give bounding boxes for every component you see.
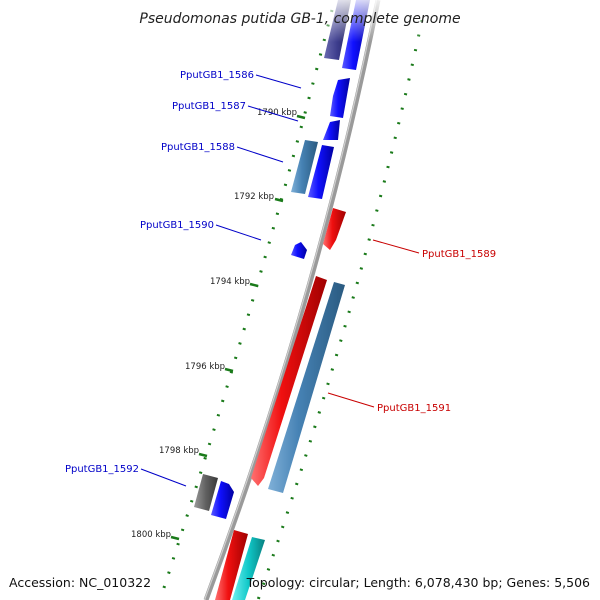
top-fade <box>250 0 450 42</box>
gene-PputGB1_1590[interactable] <box>291 242 307 259</box>
gene-PputGB1_1591[interactable] <box>268 282 345 493</box>
gene-leaders <box>140 74 420 487</box>
tick-mark-1798 <box>198 452 208 458</box>
tick-mark-1796 <box>224 367 234 373</box>
tick-mark-1800 <box>170 535 180 541</box>
leader-1592 <box>140 468 187 487</box>
kbp-ticks <box>170 114 306 541</box>
leader-1587 <box>247 105 299 122</box>
gene-cyan-bottom[interactable] <box>232 537 265 600</box>
gene-label-PputGB1_1591[interactable]: PputGB1_1591 <box>377 403 451 414</box>
leader-1590 <box>215 224 262 241</box>
tick-label-1800: 1800 kbp <box>131 530 171 540</box>
gene-PputGB1_1586[interactable] <box>330 78 350 118</box>
leader-1588 <box>236 146 284 163</box>
gene-label-PputGB1_1589[interactable]: PputGB1_1589 <box>422 249 496 260</box>
genome-backbone-highlight <box>203 0 378 600</box>
gene-label-PputGB1_1586[interactable]: PputGB1_1586 <box>180 70 254 81</box>
gene-label-PputGB1_1587[interactable]: PputGB1_1587 <box>172 101 246 112</box>
accession-text: Accession: NC_010322 <box>9 575 151 590</box>
gene-PputGB1_1591-red[interactable] <box>251 276 327 486</box>
tick-mark-1792 <box>274 197 284 203</box>
gene-PputGB1_1588b[interactable] <box>308 145 334 199</box>
gene-red-bottom[interactable] <box>215 530 248 600</box>
gene-PputGB1_1592[interactable] <box>194 474 218 511</box>
genome-backbone <box>203 0 381 600</box>
tick-label-1798: 1798 kbp <box>159 446 199 456</box>
tick-mark-1790 <box>296 114 306 120</box>
genome-summary-text: Topology: circular; Length: 6,078,430 bp… <box>246 575 590 590</box>
tick-label-1790: 1790 kbp <box>257 108 297 118</box>
gene-PputGB1_1592b[interactable] <box>211 481 234 519</box>
leader-1591 <box>327 392 375 408</box>
gene-label-PputGB1_1590[interactable]: PputGB1_1590 <box>140 220 214 231</box>
tick-label-1794: 1794 kbp <box>210 277 250 287</box>
gene-PputGB1_1588[interactable] <box>291 140 318 194</box>
leader-1589 <box>372 239 420 254</box>
gene-label-PputGB1_1588[interactable]: PputGB1_1588 <box>161 142 235 153</box>
tick-mark-1794 <box>249 282 259 288</box>
leader-1586 <box>255 74 302 89</box>
gene-PputGB1_1587[interactable] <box>323 120 340 140</box>
tick-label-1796: 1796 kbp <box>185 362 225 372</box>
map-title: Pseudomonas putida GB-1, complete genome <box>139 11 460 27</box>
tick-label-1792: 1792 kbp <box>234 192 274 202</box>
feature-track-left <box>158 9 334 600</box>
gene-PputGB1_1589[interactable] <box>323 208 346 250</box>
gene-label-PputGB1_1592[interactable]: PputGB1_1592 <box>65 464 139 475</box>
